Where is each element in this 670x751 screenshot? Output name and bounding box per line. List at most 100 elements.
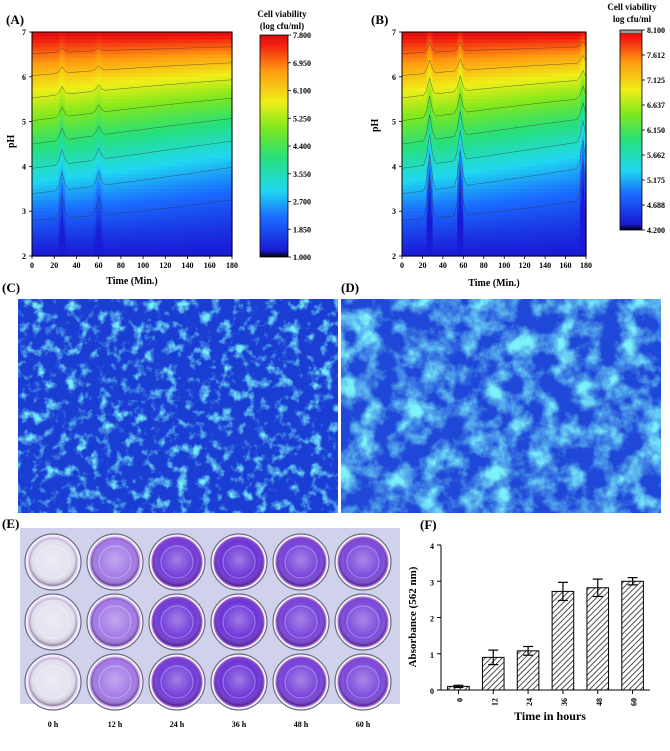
- heatmap-cell: [80, 155, 84, 160]
- heatmap-cell: [40, 69, 44, 74]
- heatmap-cell: [45, 173, 49, 179]
- heatmap-cell: [89, 233, 93, 238]
- heatmap-cell: [58, 132, 62, 138]
- heatmap-cell: [183, 132, 186, 138]
- heatmap-cell: [172, 177, 175, 182]
- heatmap-cell: [109, 69, 113, 74]
- heatmap-cell: [72, 222, 75, 227]
- heatmap-cell: [43, 43, 46, 48]
- heatmap-cell: [92, 129, 95, 134]
- heatmap-cell: [63, 207, 66, 212]
- heatmap-cell: [65, 151, 69, 156]
- heatmap-cell: [92, 76, 95, 82]
- heatmap-cell: [112, 106, 115, 111]
- heatmap-cell: [169, 99, 173, 104]
- heatmap-cell: [72, 110, 75, 115]
- heatmap-cell: [54, 147, 58, 153]
- heatmap-cell: [60, 125, 64, 130]
- heatmap-cell: [163, 252, 166, 257]
- heatmap-cell: [129, 218, 133, 223]
- heatmap-cell: [205, 158, 209, 164]
- heatmap-cell: [36, 140, 40, 145]
- heatmap-cell: [149, 106, 153, 111]
- heatmap-cell: [176, 229, 180, 235]
- heatmap-cell: [183, 80, 186, 85]
- heatmap-cell: [125, 158, 129, 164]
- heatmap-cell: [74, 207, 78, 212]
- heatmap-cell: [112, 188, 115, 194]
- heatmap-cell: [183, 58, 186, 63]
- heatmap-cell: [160, 117, 164, 123]
- heatmap-cell: [40, 185, 44, 190]
- heatmap-cell: [63, 65, 66, 70]
- heatmap-cell: [49, 144, 53, 149]
- heatmap-cell: [89, 241, 93, 246]
- heatmap-cell: [212, 106, 215, 111]
- heatmap-cell: [45, 200, 49, 205]
- heatmap-cell: [160, 222, 164, 227]
- heatmap-cell: [60, 35, 64, 41]
- heatmap-cell: [129, 151, 133, 156]
- heatmap-cell: [94, 144, 98, 149]
- heatmap-cell: [196, 214, 200, 220]
- heatmap-cell: [85, 211, 89, 216]
- heatmap-cell: [154, 102, 158, 108]
- heatmap-cell: [147, 147, 151, 153]
- heatmap-cell: [160, 226, 164, 231]
- heatmap-cell: [172, 248, 175, 253]
- heatmap-cell: [92, 188, 95, 194]
- heatmap-cell: [152, 170, 155, 175]
- heatmap-cell: [192, 233, 195, 238]
- heatmap-cell: [76, 61, 80, 67]
- heatmap-cell: [85, 35, 89, 41]
- heatmap-cell: [52, 237, 55, 242]
- heatmap-cell: [176, 117, 180, 123]
- heatmap-cell: [189, 218, 193, 223]
- heatmap-cell: [209, 32, 213, 37]
- heatmap-cell: [214, 129, 218, 134]
- heatmap-cell: [58, 185, 62, 190]
- heatmap-cell: [92, 155, 95, 160]
- heatmap-cell: [174, 88, 178, 93]
- heatmap-cell: [203, 46, 206, 52]
- heatmap-cell: [65, 192, 69, 197]
- heatmap-cell: [107, 211, 111, 216]
- heatmap-cell: [143, 244, 146, 250]
- heatmap-cell: [112, 91, 115, 97]
- heatmap-cell: [89, 158, 93, 164]
- heatmap-cell: [72, 214, 75, 220]
- heatmap-cell: [98, 229, 102, 235]
- heatmap-cell: [205, 192, 209, 197]
- heatmap-cell: [80, 80, 84, 85]
- heatmap-cell: [160, 99, 164, 104]
- heatmap-cell: [94, 158, 98, 164]
- heatmap-cell: [147, 181, 151, 186]
- heatmap-cell: [163, 140, 166, 145]
- heatmap-cell: [72, 233, 75, 238]
- heatmap-cell: [140, 214, 144, 220]
- heatmap-cell: [40, 140, 44, 145]
- heatmap-cell: [78, 91, 82, 97]
- heatmap-cell: [129, 46, 133, 52]
- heatmap-cell: [63, 99, 66, 104]
- heatmap-cell: [189, 241, 193, 246]
- heatmap-cell: [205, 88, 209, 93]
- heatmap-cell: [183, 248, 186, 253]
- heatmap-cell: [152, 229, 155, 235]
- heatmap-cell: [49, 151, 53, 156]
- heatmap-cell: [118, 226, 122, 231]
- heatmap-cell: [65, 233, 69, 238]
- heatmap-cell: [205, 211, 209, 216]
- panel-a-plot-area: [31, 31, 233, 257]
- heatmap-cell: [116, 50, 120, 55]
- heatmap-cell: [180, 88, 184, 93]
- heatmap-cell: [200, 173, 204, 179]
- heatmap-cell: [114, 158, 118, 164]
- heatmap-cell: [112, 207, 115, 212]
- heatmap-cell: [118, 173, 122, 179]
- heatmap-cell: [143, 102, 146, 108]
- heatmap-cell: [169, 129, 173, 134]
- heatmap-cell: [47, 117, 51, 123]
- heatmap-cell: [94, 46, 98, 52]
- heatmap-cell: [200, 129, 204, 134]
